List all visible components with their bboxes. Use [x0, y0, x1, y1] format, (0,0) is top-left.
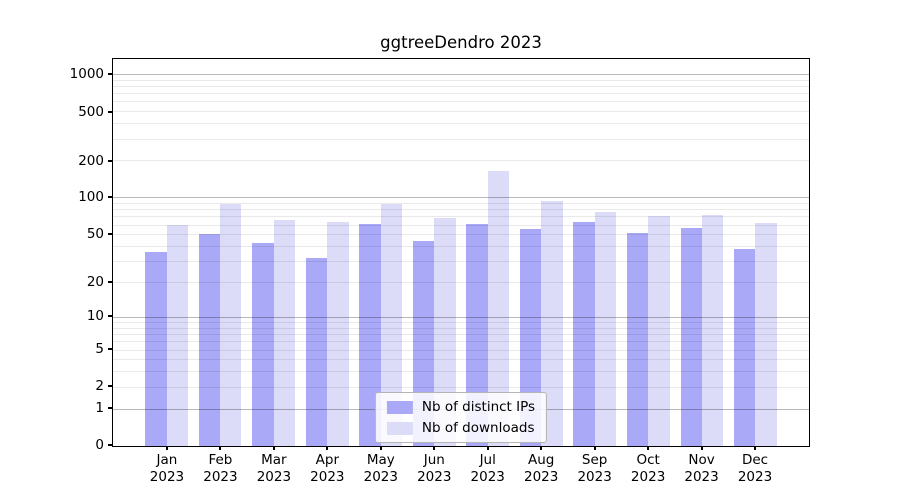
- y-tick-label-0: 0: [95, 437, 104, 453]
- bars-layer: [113, 59, 809, 446]
- y-tick-mark-50: [108, 233, 112, 236]
- bar-distinct-ips-nov: [680, 228, 702, 446]
- x-tick-label-feb: Feb 2023: [203, 452, 238, 485]
- bar-downloads-jan: [166, 224, 188, 446]
- x-tick-label-apr: Apr 2023: [310, 452, 345, 485]
- bar-downloads-apr: [327, 222, 349, 446]
- x-tick-label-oct: Oct 2023: [630, 452, 666, 485]
- y-tick-mark-0: [108, 444, 112, 446]
- y-tick-label-1: 1: [95, 399, 104, 416]
- y-tick-label-50: 50: [86, 226, 104, 243]
- y-tick-mark-20: [108, 280, 112, 283]
- x-tick-mark-apr: [326, 445, 329, 450]
- x-tick-label-nov: Nov 2023: [684, 452, 719, 485]
- y-tick-mark-10: [108, 315, 112, 318]
- bar-distinct-ips-aug: [519, 229, 542, 446]
- legend-item-distinct-ips: Nb of distinct IPs: [386, 399, 536, 415]
- x-tick-label-may: May 2023: [363, 452, 398, 485]
- x-tick-mark-feb: [219, 445, 222, 450]
- x-tick-mark-sep: [593, 445, 596, 450]
- x-tick-mark-aug: [540, 445, 543, 450]
- x-tick-label-dec: Dec 2023: [737, 452, 773, 485]
- bar-distinct-ips-dec: [734, 248, 756, 446]
- legend-item-downloads: Nb of downloads: [386, 420, 535, 436]
- x-tick-mark-jan: [165, 445, 168, 450]
- plot-area: Nb of distinct IPs Nb of downloads: [112, 58, 810, 447]
- bar-downloads-mar: [273, 220, 296, 446]
- chart-title: ggtreeDendro 2023: [380, 33, 542, 52]
- legend-label-distinct-ips: Nb of distinct IPs: [421, 399, 536, 415]
- bar-distinct-ips-jan: [145, 251, 167, 446]
- plot-inner: Nb of distinct IPs Nb of downloads: [113, 59, 809, 446]
- legend-label-downloads: Nb of downloads: [421, 420, 535, 436]
- y-tick-label-2: 2: [95, 378, 104, 395]
- bar-downloads-sep: [594, 212, 617, 446]
- y-tick-mark-200: [108, 159, 112, 162]
- y-tick-label-1000: 1000: [69, 66, 104, 83]
- bar-distinct-ips-apr: [305, 257, 328, 446]
- y-tick-label-500: 500: [78, 103, 104, 120]
- y-tick-label-200: 200: [78, 152, 104, 169]
- x-tick-mark-jun: [433, 445, 436, 450]
- bar-distinct-ips-jul: [466, 223, 488, 446]
- x-tick-label-jan: Jan 2023: [149, 452, 185, 485]
- y-tick-mark-2: [108, 385, 112, 388]
- y-tick-mark-1000: [108, 73, 112, 76]
- x-tick-label-mar: Mar 2023: [256, 452, 292, 485]
- y-tick-label-10: 10: [86, 308, 104, 325]
- bar-downloads-nov: [701, 214, 724, 446]
- y-tick-label-100: 100: [78, 189, 104, 206]
- x-tick-mark-dec: [754, 445, 757, 450]
- x-tick-label-jul: Jul 2023: [470, 452, 505, 485]
- bar-distinct-ips-oct: [626, 233, 649, 446]
- x-tick-mark-mar: [272, 445, 275, 450]
- y-tick-mark-500: [108, 110, 112, 113]
- bar-distinct-ips-mar: [252, 243, 274, 446]
- bar-downloads-feb: [220, 204, 242, 446]
- bar-downloads-jun: [434, 217, 456, 446]
- bar-downloads-dec: [755, 222, 777, 446]
- legend: Nb of distinct IPs Nb of downloads: [374, 392, 548, 443]
- legend-swatch-distinct-ips: [386, 400, 413, 414]
- bar-downloads-oct: [648, 216, 670, 446]
- bar-distinct-ips-may: [359, 223, 381, 446]
- bar-distinct-ips-feb: [198, 234, 221, 446]
- y-tick-label-20: 20: [86, 273, 104, 290]
- x-tick-mark-jul: [486, 445, 489, 450]
- y-tick-mark-5: [108, 347, 112, 350]
- x-tick-label-jun: Jun 2023: [417, 452, 452, 485]
- legend-swatch-downloads: [386, 421, 413, 435]
- x-tick-mark-oct: [647, 445, 650, 450]
- x-tick-mark-nov: [700, 445, 703, 450]
- y-tick-label-5: 5: [95, 340, 104, 357]
- y-tick-mark-1: [108, 406, 112, 409]
- x-tick-mark-may: [379, 445, 382, 450]
- y-tick-mark-100: [108, 196, 112, 199]
- x-tick-label-sep: Sep 2023: [577, 452, 612, 485]
- bar-downloads-jul: [487, 171, 510, 446]
- x-tick-label-aug: Aug 2023: [524, 452, 559, 485]
- bar-downloads-may: [380, 204, 403, 446]
- bar-downloads-aug: [541, 201, 563, 446]
- bar-distinct-ips-sep: [573, 222, 595, 446]
